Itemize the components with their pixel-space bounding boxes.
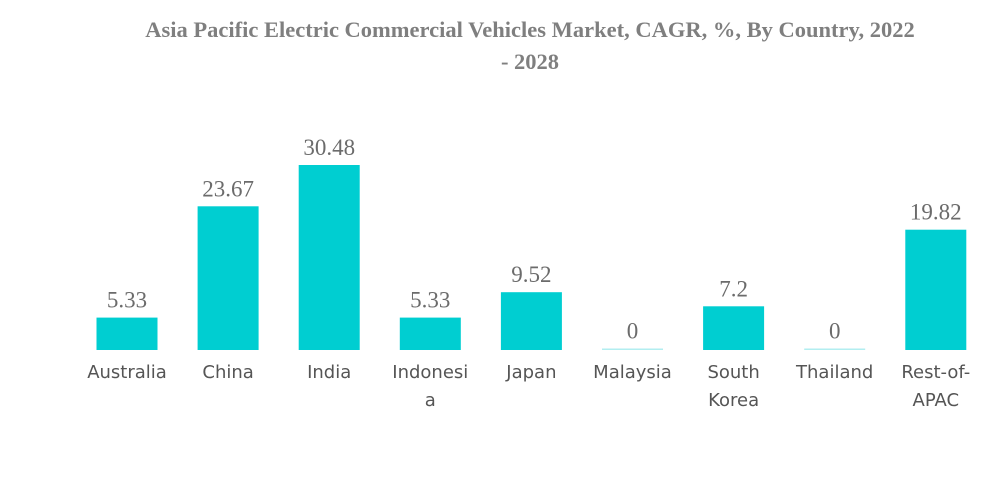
bar-australia (96, 317, 158, 350)
bar-thailand (804, 348, 866, 350)
chart-title-line-2: - 2028 (500, 49, 560, 74)
bar-china (197, 206, 259, 350)
category-label-indonesia: Indonesi a (392, 362, 468, 411)
bar-japan (500, 292, 562, 350)
bar-india (298, 165, 360, 350)
category-label-australia: Australia (87, 362, 167, 383)
bar-malaysia (602, 348, 663, 350)
data-label-indonesia: 5.33 (410, 288, 450, 313)
data-label-rest-of-apac: 19.82 (910, 200, 962, 225)
category-labels-group: Australia China India Indonesi a Japan Malaysi… (87, 362, 970, 411)
chart-title: Asia Pacific Electric Commercial Vehicle… (60, 14, 1000, 78)
category-label-japan: Japan (505, 362, 556, 383)
data-label-india: 30.48 (303, 135, 355, 160)
data-label-japan: 9.52 (511, 262, 551, 287)
category-label-malaysia: Malaysia (593, 362, 672, 383)
data-label-australia: 5.33 (107, 288, 147, 313)
data-labels-group: 5.33 23.67 30.48 5.33 9.52 0 7.2 0 19.82 (107, 135, 962, 344)
category-label-china: China (202, 362, 253, 383)
category-label-thailand: Thailand (795, 362, 873, 383)
data-label-china: 23.67 (202, 176, 254, 201)
data-label-thailand: 0 (829, 319, 841, 344)
bar-indonesia (399, 317, 461, 350)
bars-group (96, 165, 967, 350)
data-label-south-korea: 7.2 (719, 276, 748, 301)
bar-rest-of-apac (905, 229, 967, 350)
category-label-rest-of-apac: Rest-of-APAC (901, 362, 970, 411)
category-label-india: India (307, 362, 351, 383)
category-label-south-korea: South Korea (707, 362, 759, 411)
bar-south-korea (703, 306, 765, 350)
chart-title-line-1: Asia Pacific Electric Commercial Vehicle… (145, 17, 915, 42)
data-label-malaysia: 0 (627, 319, 639, 344)
